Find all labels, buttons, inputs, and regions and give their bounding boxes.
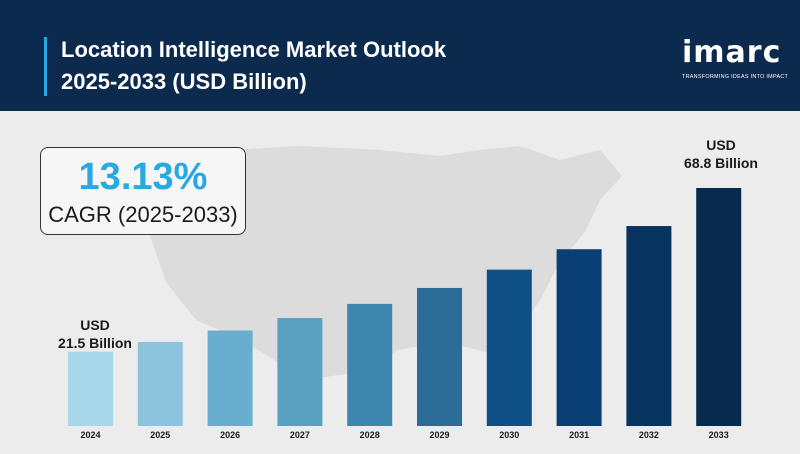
title-line-1: Location Intelligence Market Outlook <box>61 37 447 62</box>
title-line-2: 2025-2033 (USD Billion) <box>61 69 307 94</box>
first-annotation-line-2: 21.5 Billion <box>58 335 132 351</box>
x-tick-2033: 2033 <box>709 430 729 440</box>
logo-word: imarc <box>682 35 782 70</box>
x-tick-2025: 2025 <box>150 430 170 440</box>
x-tick-2028: 2028 <box>360 430 380 440</box>
bar-2033 <box>696 188 742 426</box>
bar-2029 <box>417 287 462 426</box>
imarc-logo: imarc TRANSFORMING IDEAS INTO IMPACT <box>674 35 789 84</box>
last-bar-annotation: USD 68.8 Billion <box>666 136 776 172</box>
last-annotation-line-1: USD <box>706 137 736 153</box>
bar-2031 <box>556 249 602 426</box>
x-tick-2026: 2026 <box>220 430 240 440</box>
x-tick-2027: 2027 <box>290 430 310 440</box>
logo-tagline: TRANSFORMING IDEAS INTO IMPACT <box>682 74 789 80</box>
x-tick-2032: 2032 <box>639 430 659 440</box>
x-tick-2029: 2029 <box>429 430 449 440</box>
x-tick-2024: 2024 <box>80 430 100 440</box>
x-tick-labels: 2024 2025 2026 2027 2028 2029 2030 2031 2032 2033 <box>80 430 728 440</box>
cagr-label: CAGR (2025-2033) <box>48 202 238 227</box>
bar-2024 <box>68 351 113 426</box>
bar-2026 <box>207 330 253 426</box>
header-accent-bar <box>44 37 47 96</box>
page-title: Location Intelligence Market Outlook 202… <box>61 34 581 98</box>
cagr-callout: 13.13% CAGR (2025-2033) <box>40 147 246 235</box>
bar-2025 <box>137 341 183 426</box>
x-tick-2030: 2030 <box>499 430 519 440</box>
x-tick-2031: 2031 <box>569 430 589 440</box>
first-bar-annotation: USD 21.5 Billion <box>40 316 150 352</box>
bar-2030 <box>486 269 532 426</box>
bars-group <box>68 188 742 426</box>
first-annotation-line-1: USD <box>80 317 110 333</box>
header-banner: Location Intelligence Market Outlook 202… <box>0 0 800 111</box>
bar-2028 <box>347 303 393 426</box>
last-annotation-line-2: 68.8 Billion <box>684 155 758 171</box>
bar-2027 <box>277 318 323 426</box>
cagr-value: 13.13% <box>78 156 208 198</box>
bar-chart: 2024 2025 2026 2027 2028 2029 2030 2031 2032 2033 <box>68 146 742 440</box>
bar-2032 <box>626 226 672 426</box>
